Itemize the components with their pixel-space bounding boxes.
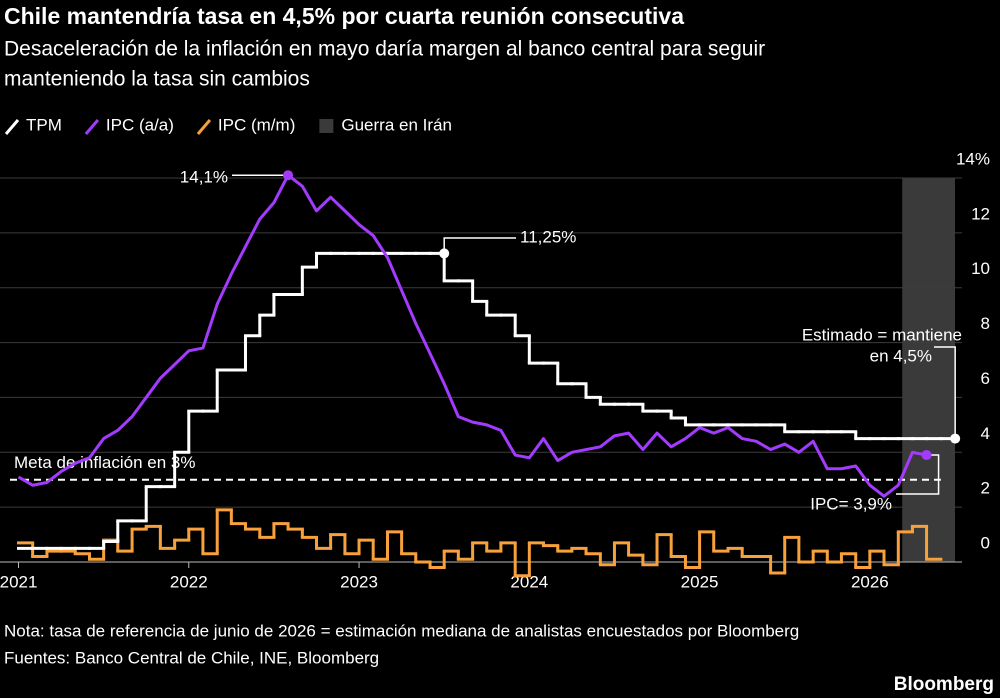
x-tick-label: 2024 bbox=[510, 573, 548, 592]
shaded-period bbox=[902, 177, 955, 563]
legend-swatch bbox=[4, 119, 20, 135]
legend-label: IPC (m/m) bbox=[218, 115, 295, 134]
point-marker bbox=[283, 170, 294, 181]
point-marker bbox=[950, 433, 961, 444]
annotation: Estimado = mantiene bbox=[802, 325, 962, 344]
y-tick-label: 10 bbox=[971, 259, 990, 278]
chart-subtitle: Desaceleración de la inflación en mayo d… bbox=[4, 38, 765, 61]
x-tick-label: 2026 bbox=[851, 573, 889, 592]
y-tick-label: 4 bbox=[981, 424, 990, 443]
legend-label: Guerra en Irán bbox=[341, 115, 452, 134]
legend-swatch bbox=[196, 119, 212, 135]
y-tick-label: 0 bbox=[981, 534, 990, 553]
source-logo: Bloomberg bbox=[894, 674, 994, 695]
y-tick-label: 8 bbox=[981, 314, 990, 333]
x-tick-label: 2021 bbox=[0, 573, 37, 592]
note: Fuentes: Banco Central de Chile, INE, Bl… bbox=[4, 648, 379, 667]
point-marker bbox=[439, 248, 450, 259]
annotation-leader bbox=[443, 237, 516, 254]
y-tick-label: 14% bbox=[956, 149, 990, 168]
y-tick-label: 2 bbox=[981, 479, 990, 498]
x-tick-label: 2023 bbox=[340, 573, 378, 592]
annotation: en 4,5% bbox=[870, 346, 932, 365]
note: Nota: tasa de referencia de junio de 202… bbox=[4, 621, 799, 640]
annotation: 14,1% bbox=[180, 168, 228, 187]
annotation-leader bbox=[896, 454, 940, 495]
legend-label: TPM bbox=[26, 115, 62, 134]
y-tick-label: 6 bbox=[981, 369, 990, 388]
y-tick-label: 12 bbox=[971, 204, 990, 223]
point-marker bbox=[921, 450, 932, 461]
annotation: IPC= 3,9% bbox=[810, 494, 892, 513]
chart-title: Chile mantendría tasa en 4,5% por cuarta… bbox=[4, 3, 684, 29]
annotation-leader bbox=[934, 346, 956, 439]
chart-subtitle: manteniendo la tasa sin cambios bbox=[4, 68, 310, 91]
annotation: 11,25% bbox=[520, 227, 576, 246]
legend-swatch bbox=[84, 119, 100, 135]
legend-swatch bbox=[319, 119, 334, 133]
line bbox=[17, 173, 927, 498]
target-label: Meta de inflación en 3% bbox=[14, 453, 195, 472]
x-tick-label: 2025 bbox=[681, 573, 719, 592]
legend-label: IPC (a/a) bbox=[106, 115, 174, 134]
x-tick-label: 2022 bbox=[170, 573, 208, 592]
